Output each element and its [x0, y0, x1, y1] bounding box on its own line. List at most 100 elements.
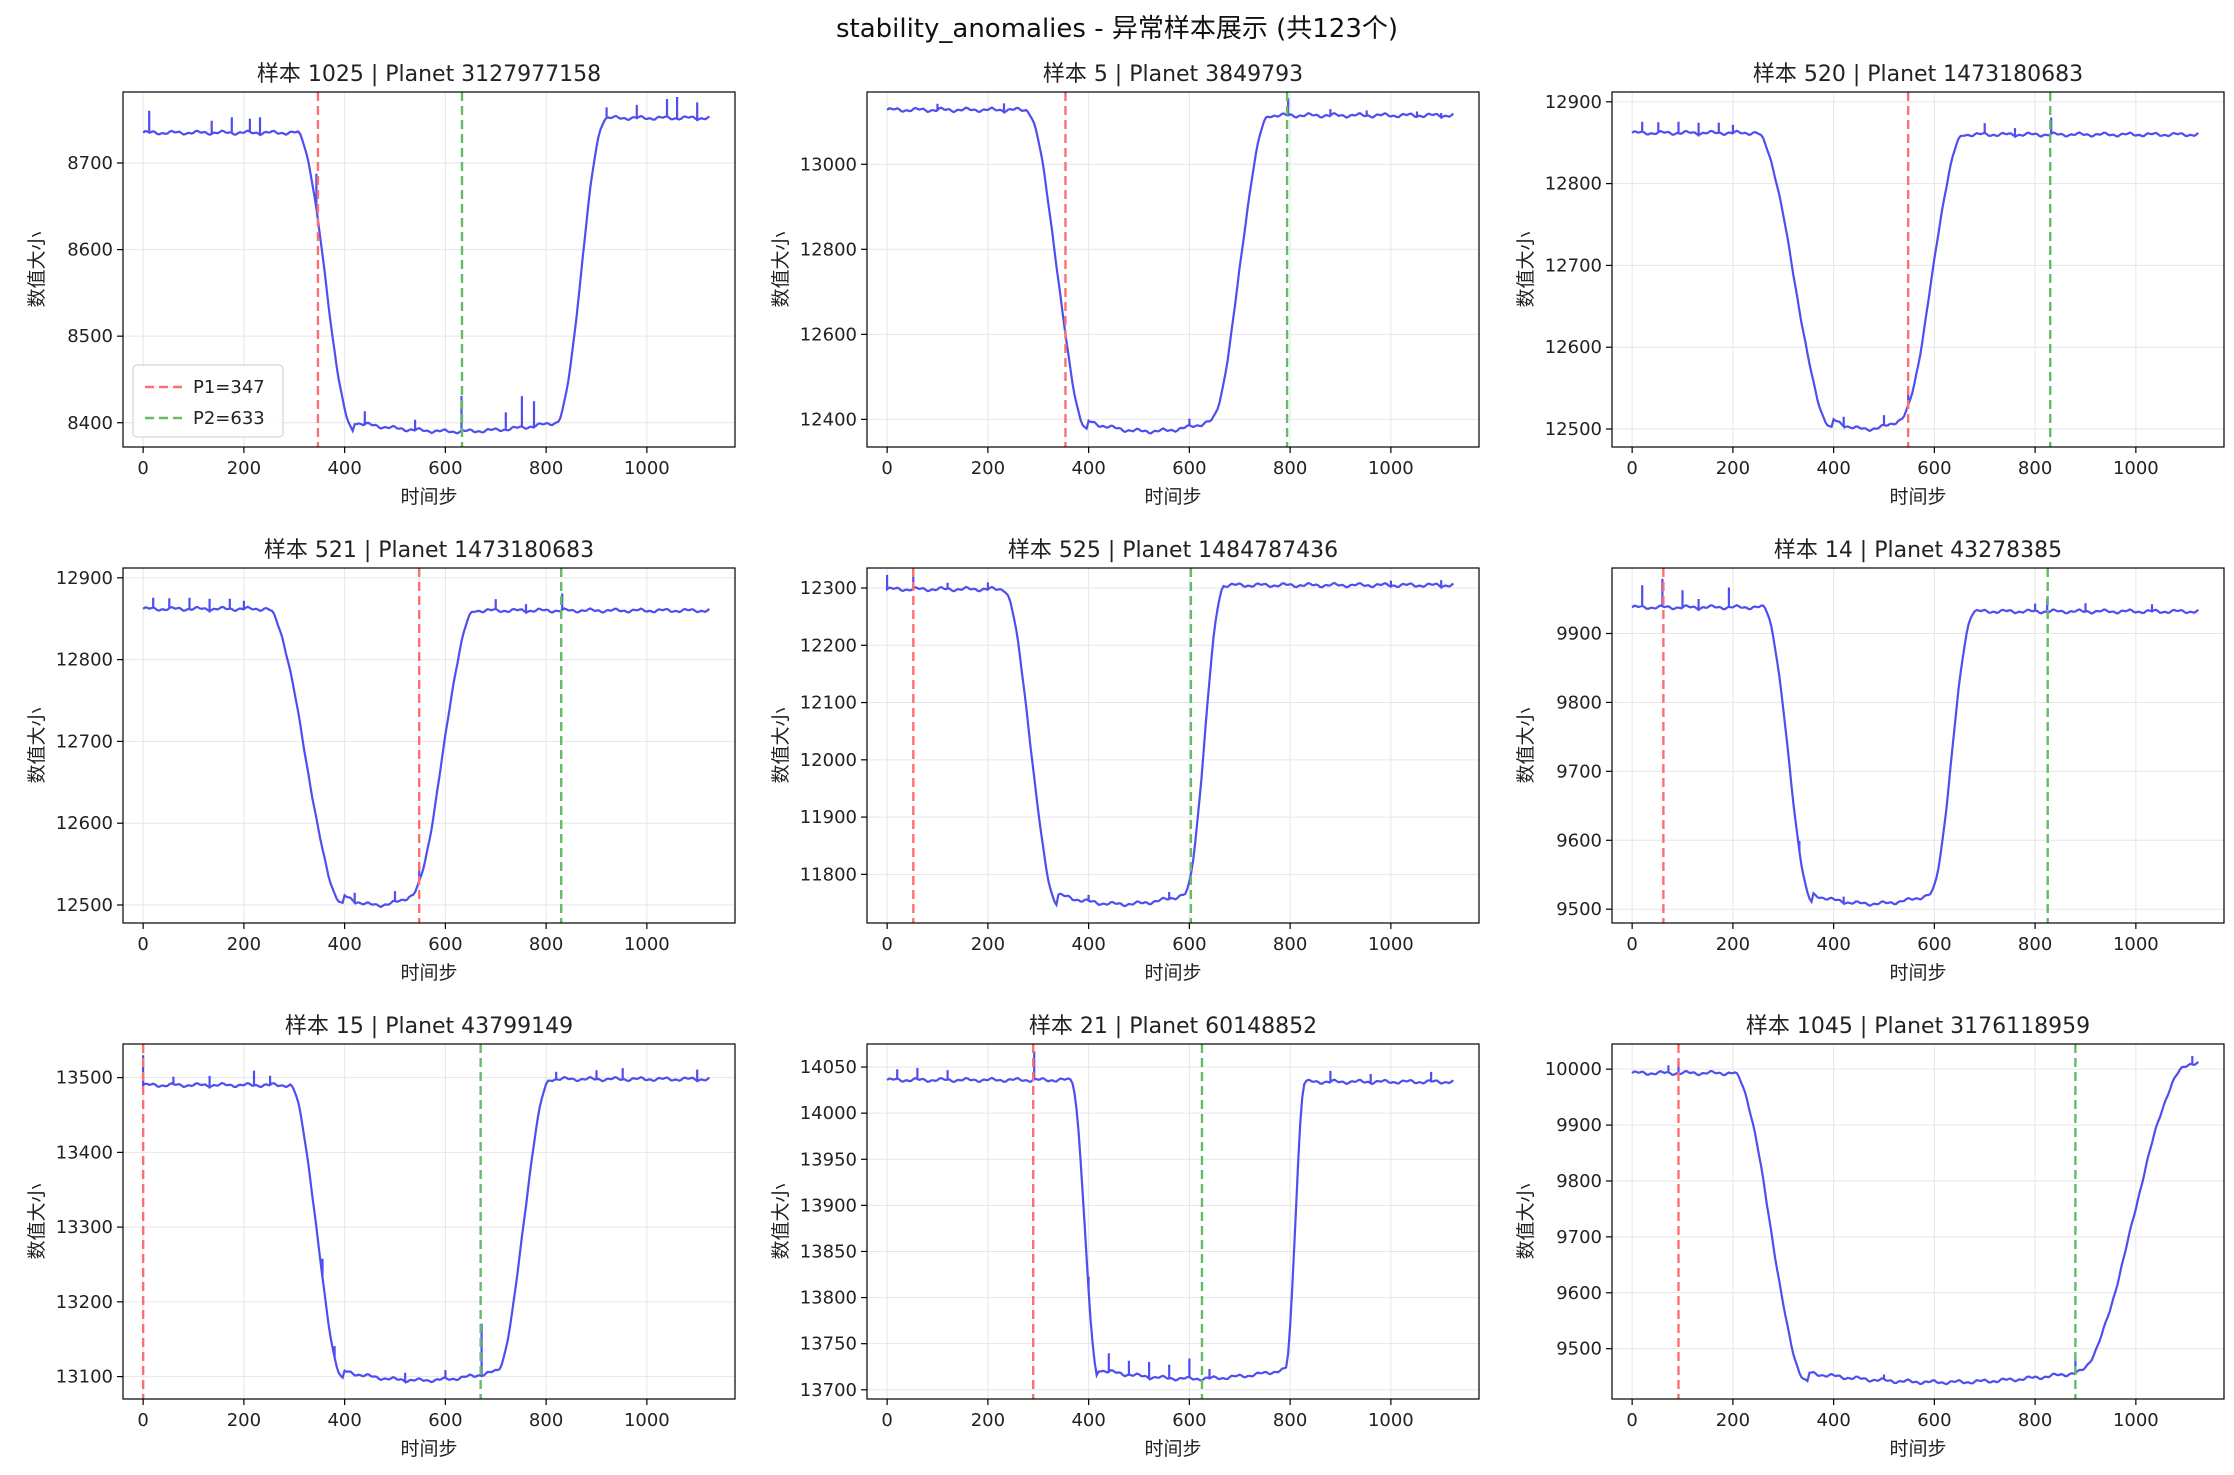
- x-tick-label: 0: [137, 1410, 148, 1431]
- axes-frame: [122, 567, 736, 924]
- x-axis-label: 时间步: [1144, 1438, 1201, 1460]
- axes-frame: [1611, 1043, 2225, 1400]
- y-tick-label: 9700: [1556, 1227, 1602, 1248]
- axes-frame: [866, 567, 1480, 924]
- series-line: [1631, 578, 2200, 907]
- x-tick-label: 800: [1273, 458, 1307, 479]
- subplot-title: 样本 520 | Planet 1473180683: [1752, 62, 2084, 87]
- x-tick-label: 600: [1917, 934, 1951, 955]
- x-tick-label: 400: [327, 934, 361, 955]
- y-axis-label: 数值大小: [1515, 231, 1537, 307]
- y-tick-label: 11800: [800, 864, 857, 885]
- y-axis-label: 数值大小: [770, 707, 792, 783]
- plot-area: [142, 92, 710, 447]
- y-tick-label: 8500: [67, 326, 113, 347]
- y-axis-label: 数值大小: [1515, 1183, 1537, 1259]
- y-tick-label: 12300: [800, 578, 857, 599]
- legend-label: P1=347: [193, 377, 265, 398]
- plot-area: [886, 92, 1455, 447]
- x-tick-label: 800: [529, 1410, 563, 1431]
- y-tick-label: 12700: [56, 731, 113, 752]
- y-tick-label: 12600: [56, 813, 113, 834]
- x-tick-label: 400: [1071, 1410, 1105, 1431]
- x-tick-label: 0: [881, 934, 892, 955]
- x-tick-label: 600: [1172, 934, 1206, 955]
- x-tick-label: 200: [227, 458, 261, 479]
- y-tick-label: 13700: [800, 1380, 857, 1401]
- axes-frame: [1611, 91, 2225, 448]
- x-axis-label: 时间步: [400, 486, 457, 508]
- plot-area: [142, 568, 711, 923]
- x-tick-label: 600: [1172, 458, 1206, 479]
- y-tick-label: 9700: [1556, 761, 1602, 782]
- axes-frame: [1611, 567, 2225, 924]
- y-tick-label: 9500: [1556, 899, 1602, 920]
- plot-area: [141, 1044, 711, 1399]
- x-tick-label: 400: [1816, 458, 1850, 479]
- plot-area: [1631, 568, 2200, 923]
- x-tick-label: 800: [529, 458, 563, 479]
- y-tick-label: 13750: [800, 1334, 857, 1355]
- series-line: [142, 97, 710, 435]
- legend-box: [132, 364, 284, 438]
- plot-area: [886, 1044, 1454, 1399]
- plot-area: [1631, 92, 2200, 447]
- subplot-title: 样本 525 | Planet 1484787436: [1007, 538, 1339, 563]
- x-axis-label: 时间步: [1889, 1438, 1946, 1460]
- series-line: [142, 1055, 711, 1385]
- x-tick-label: 800: [2018, 458, 2052, 479]
- x-tick-label: 800: [1273, 934, 1307, 955]
- subplot-title: 样本 1045 | Planet 3176118959: [1745, 1014, 2091, 1039]
- y-tick-label: 12600: [1545, 337, 1602, 358]
- x-tick-label: 600: [1917, 458, 1951, 479]
- series-line: [1631, 1056, 2200, 1386]
- x-tick-label: 400: [1816, 1410, 1850, 1431]
- x-tick-label: 1000: [2113, 934, 2159, 955]
- x-tick-label: 400: [1816, 934, 1850, 955]
- x-tick-label: 200: [971, 458, 1005, 479]
- y-tick-label: 13000: [800, 154, 857, 175]
- axes-frame: [866, 91, 1480, 448]
- x-tick-label: 600: [428, 458, 462, 479]
- x-tick-label: 200: [971, 934, 1005, 955]
- subplot-title: 样本 5 | Planet 3849793: [1042, 62, 1304, 87]
- y-tick-label: 12500: [1545, 419, 1602, 440]
- x-tick-label: 0: [137, 934, 148, 955]
- y-tick-label: 12100: [800, 693, 857, 714]
- x-tick-label: 1000: [1368, 1410, 1414, 1431]
- y-tick-label: 13800: [800, 1288, 857, 1309]
- x-tick-label: 800: [529, 934, 563, 955]
- y-tick-label: 9900: [1556, 1115, 1602, 1136]
- y-tick-label: 12900: [1545, 92, 1602, 113]
- x-tick-label: 600: [1917, 1410, 1951, 1431]
- x-axis-label: 时间步: [1889, 962, 1946, 984]
- y-axis-label: 数值大小: [26, 707, 48, 783]
- y-tick-label: 12600: [800, 324, 857, 345]
- y-tick-label: 9600: [1556, 830, 1602, 851]
- plot-area: [1631, 1044, 2200, 1399]
- subplot-title: 样本 14 | Planet 43278385: [1773, 538, 2063, 563]
- x-tick-label: 1000: [624, 458, 670, 479]
- y-tick-label: 13500: [56, 1068, 113, 1089]
- y-tick-label: 13400: [56, 1142, 113, 1163]
- x-tick-label: 400: [327, 1410, 361, 1431]
- y-axis-label: 数值大小: [770, 231, 792, 307]
- y-tick-label: 12400: [800, 409, 857, 430]
- y-tick-label: 13100: [56, 1367, 113, 1388]
- y-tick-label: 13200: [56, 1292, 113, 1313]
- y-tick-label: 9800: [1556, 1171, 1602, 1192]
- x-tick-label: 800: [2018, 934, 2052, 955]
- x-tick-label: 1000: [624, 1410, 670, 1431]
- axes-frame: [122, 91, 736, 448]
- y-axis-label: 数值大小: [26, 1183, 48, 1259]
- x-tick-label: 400: [327, 458, 361, 479]
- x-tick-label: 0: [1626, 458, 1637, 479]
- y-tick-label: 10000: [1545, 1059, 1602, 1080]
